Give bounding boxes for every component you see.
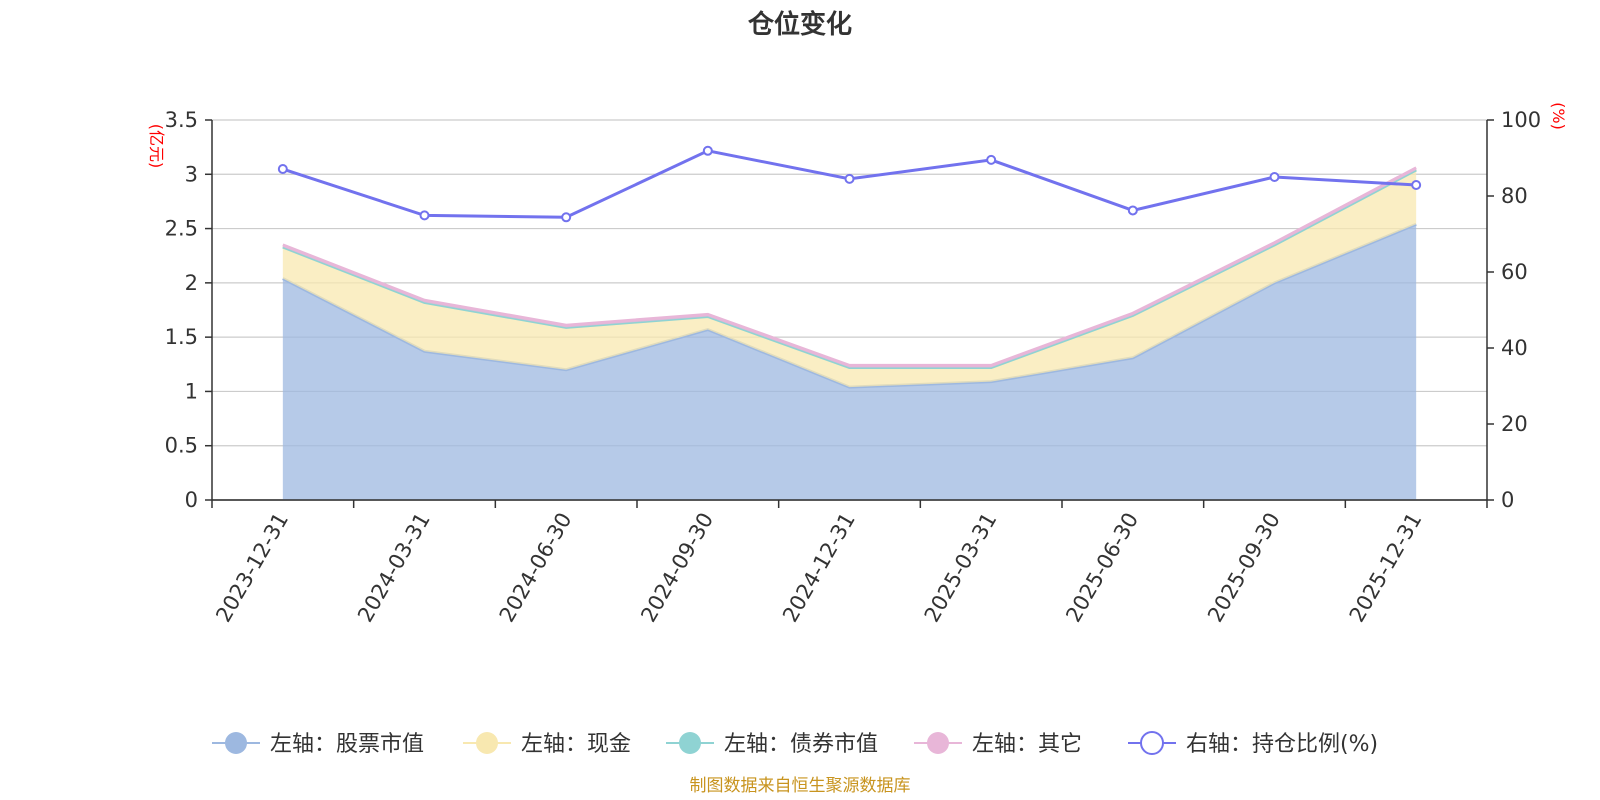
- left-y-tick-label: 0: [185, 488, 198, 512]
- right-axis-unit: (%): [1549, 102, 1568, 130]
- left-y-tick-label: 1: [185, 379, 198, 403]
- legend-item[interactable]: 右轴：持仓比例(%): [1128, 731, 1378, 757]
- left-y-tick-label: 2.5: [165, 217, 198, 241]
- legend-marker: [1140, 731, 1164, 755]
- position-ratio-line: [277, 145, 1422, 223]
- x-tick-label: 2025-03-31: [920, 509, 1002, 627]
- legend-item[interactable]: 左轴：其它: [914, 732, 1082, 757]
- area-fill: [282, 169, 1417, 388]
- ratio-point: [277, 164, 288, 175]
- ratio-point: [1127, 205, 1138, 216]
- x-tick-label: 2024-06-30: [495, 509, 577, 627]
- left-y-tick-label: 1.5: [165, 325, 198, 349]
- left-y-tick-labels: 0 0.5 1 1.5 2 2.5 3 3.5: [165, 108, 198, 512]
- right-y-tick-label: 0: [1501, 488, 1514, 512]
- x-tick-label: 2023-12-31: [211, 509, 293, 627]
- left-axis-unit: (亿元): [147, 124, 166, 169]
- legend-marker: [927, 732, 949, 754]
- right-y-tick-label: 20: [1501, 412, 1528, 436]
- right-y-tick-label: 60: [1501, 260, 1528, 284]
- legend-item[interactable]: 左轴：债券市值: [666, 732, 878, 757]
- x-tick-label: 2025-06-30: [1061, 509, 1143, 627]
- ratio-point: [1411, 179, 1422, 190]
- x-tick-label: 2024-03-31: [353, 509, 435, 627]
- ratio-point: [561, 212, 572, 223]
- right-y-tick-label: 40: [1501, 336, 1528, 360]
- x-tick-label: 2025-09-30: [1203, 509, 1285, 627]
- legend-label: 左轴：债券市值: [724, 732, 878, 757]
- left-y-tick-label: 3.5: [165, 108, 198, 132]
- legend-label: 左轴：股票市值: [270, 732, 424, 757]
- ratio-point: [844, 173, 855, 184]
- x-axis-labels: 2023-12-31 2024-03-31 2024-06-30 2024-09-30…: [211, 509, 1426, 627]
- legend[interactable]: 左轴：股票市值 左轴：现金 左轴：债券市值 左轴：其它 右轴：持仓比例(%): [212, 731, 1378, 757]
- x-tick-label: 2024-09-30: [636, 509, 718, 627]
- axes: [205, 119, 1494, 508]
- legend-item[interactable]: 左轴：股票市值: [212, 732, 424, 757]
- legend-label: 右轴：持仓比例(%): [1186, 732, 1378, 757]
- ratio-point: [419, 210, 430, 221]
- ratio-point: [702, 145, 713, 156]
- right-y-tick-label: 100: [1501, 108, 1541, 132]
- left-y-tick-label: 3: [185, 162, 198, 186]
- left-y-tick-label: 2: [185, 271, 198, 295]
- ratio-point: [1269, 172, 1280, 182]
- ratio-point: [986, 154, 997, 165]
- right-y-tick-label: 80: [1501, 184, 1528, 208]
- legend-label: 左轴：其它: [972, 732, 1082, 757]
- x-tick-label: 2024-12-31: [778, 509, 860, 627]
- left-y-tick-label: 0.5: [165, 434, 198, 458]
- x-tick-label: 2025-12-31: [1345, 509, 1427, 627]
- right-y-tick-labels: 0 20 40 60 80 100: [1501, 108, 1541, 512]
- ratio-line-path: [282, 149, 1417, 219]
- area-fill: [282, 224, 1417, 500]
- legend-marker: [679, 732, 701, 754]
- legend-label: 左轴：现金: [521, 732, 631, 757]
- chart-title: 仓位变化: [747, 9, 852, 40]
- legend-item[interactable]: 左轴：现金: [463, 732, 631, 757]
- source-note: 制图数据来自恒生聚源数据库: [690, 776, 911, 796]
- area-top-line: [282, 166, 1417, 367]
- legend-marker: [476, 732, 498, 754]
- legend-marker: [225, 732, 247, 754]
- stacked-areas: [282, 166, 1417, 500]
